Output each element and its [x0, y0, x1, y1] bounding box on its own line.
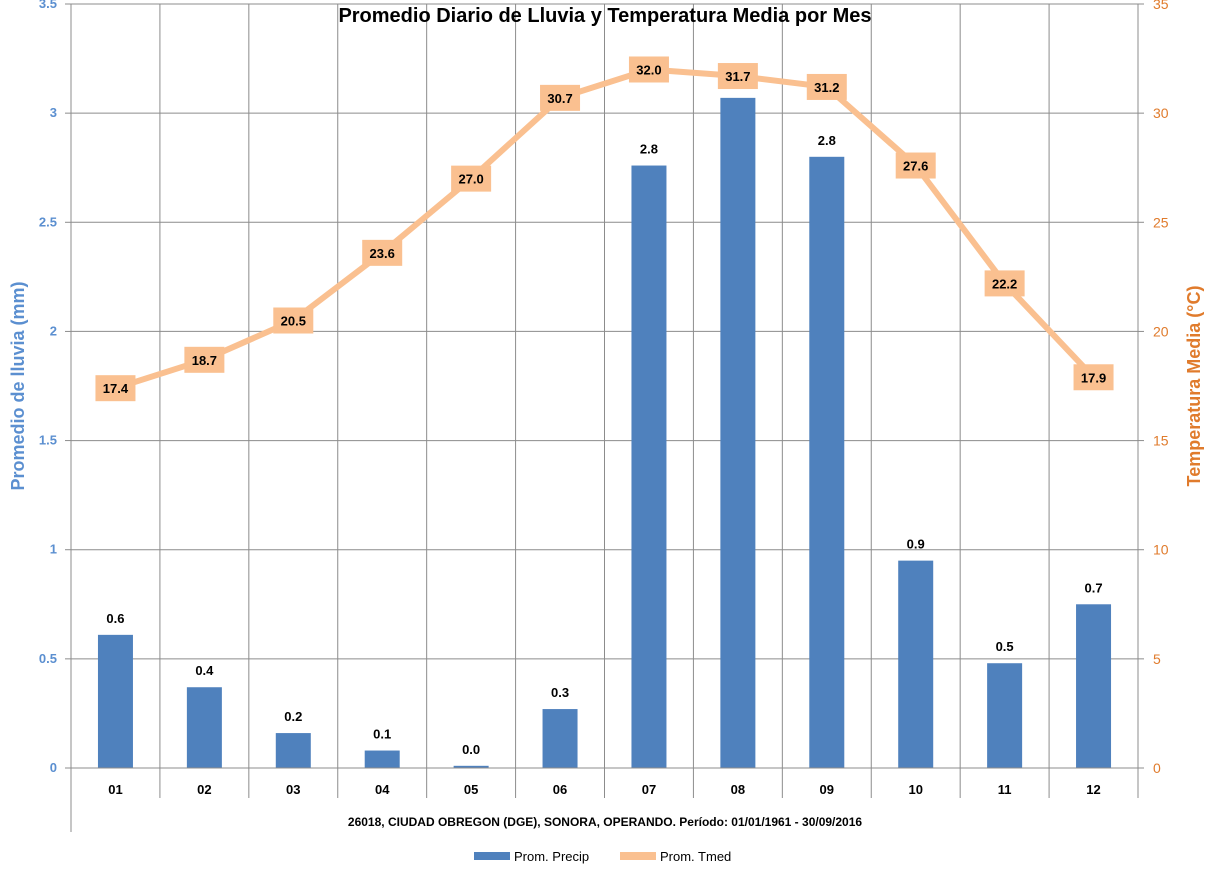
precip-value-label: 0.3 [551, 685, 569, 700]
right-tick-label: 15 [1153, 433, 1169, 449]
category-label: 01 [108, 782, 122, 797]
precip-bar [720, 97, 756, 768]
left-tick-label: 1 [50, 542, 57, 557]
precip-bar [186, 687, 222, 768]
precip-bar [453, 765, 489, 768]
category-label: 04 [375, 782, 390, 797]
temperature-point-marker [806, 73, 847, 100]
right-tick-label: 5 [1153, 651, 1161, 667]
grid-lines [70, 3, 1139, 768]
precip-bar [97, 634, 133, 768]
data-labels: 0.60.40.20.10.00.32.83.12.80.90.50.717.4… [95, 56, 1114, 757]
category-label: 12 [1086, 782, 1100, 797]
precip-value-label: 0.4 [195, 663, 214, 678]
right-tick-label: 30 [1153, 105, 1169, 121]
precip-value-label: 2.8 [640, 142, 658, 157]
station-caption: 26018, CIUDAD OBREGON (DGE), SONORA, OPE… [348, 815, 862, 829]
precip-value-label: 0.9 [907, 537, 925, 552]
precip-value-label: 2.8 [818, 133, 836, 148]
temperature-point-marker [184, 346, 225, 373]
temperature-value-label: 22.2 [992, 276, 1017, 291]
legend-tmed-swatch [620, 852, 656, 860]
precip-bar [987, 663, 1023, 768]
temperature-point-marker [628, 56, 669, 83]
legend-precip-label: Prom. Precip [514, 849, 589, 864]
category-label: 10 [908, 782, 922, 797]
temperature-point-marker [717, 63, 758, 90]
temperature-point-marker [362, 239, 403, 266]
precip-bar [275, 733, 311, 768]
precip-value-label: 0.7 [1085, 580, 1103, 595]
category-label: 03 [286, 782, 300, 797]
precip-bar [631, 165, 667, 768]
left-tick-label: 0 [50, 760, 57, 775]
precip-bar [809, 156, 845, 769]
temperature-value-label: 17.9 [1081, 370, 1106, 385]
temperature-value-label: 23.6 [370, 246, 395, 261]
temperature-value-label: 31.2 [814, 80, 839, 95]
right-tick-label: 25 [1153, 214, 1169, 230]
precip-bars [97, 97, 1112, 769]
precip-bar [364, 750, 400, 768]
legend-tmed-label: Prom. Tmed [660, 849, 731, 864]
temperature-value-label: 32.0 [636, 62, 661, 77]
temperature-point-marker [273, 307, 314, 334]
category-label: 07 [642, 782, 656, 797]
temperature-point-marker [895, 152, 936, 179]
precip-value-label: 0.0 [462, 742, 480, 757]
chart-title: Promedio Diario de Lluvia y Temperatura … [338, 5, 871, 27]
temperature-point-marker [1073, 364, 1114, 391]
temperature-point-marker [984, 270, 1025, 297]
temperature-point-marker [451, 165, 492, 192]
left-tick-label: 2 [50, 323, 57, 338]
left-axis-title: Promedio de lluvia (mm) [8, 281, 28, 490]
right-tick-label: 20 [1153, 323, 1169, 339]
temperature-point-marker [95, 375, 136, 402]
category-label: 05 [464, 782, 478, 797]
temperature-value-label: 31.7 [725, 69, 750, 84]
temperature-value-label: 18.7 [192, 353, 217, 368]
legend-precip-swatch [474, 852, 510, 860]
left-tick-label: 0.5 [39, 651, 57, 666]
left-tick-label: 3 [50, 105, 57, 120]
category-label: 02 [197, 782, 211, 797]
right-axis-title: Temperatura Media (°C) [1184, 286, 1204, 487]
right-tick-label: 10 [1153, 542, 1169, 558]
precip-bar [542, 709, 578, 768]
legend: Prom. Precip Prom. Tmed [474, 849, 731, 864]
right-tick-label: 35 [1153, 0, 1169, 12]
temperature-value-label: 30.7 [547, 91, 572, 106]
category-label: 08 [731, 782, 745, 797]
precip-value-label: 0.2 [284, 709, 302, 724]
temperature-point-marker [540, 84, 581, 111]
left-tick-label: 1.5 [39, 433, 57, 448]
category-label: 11 [998, 782, 1012, 797]
precip-bar [1076, 604, 1112, 768]
right-tick-label: 0 [1153, 760, 1161, 776]
temperature-value-label: 20.5 [281, 314, 306, 329]
precip-value-label: 0.5 [996, 639, 1014, 654]
temperature-value-label: 17.4 [103, 381, 129, 396]
left-tick-label: 3.5 [39, 0, 57, 11]
precip-bar [898, 560, 934, 768]
left-tick-label: 2.5 [39, 214, 57, 229]
precip-value-label: 0.6 [106, 611, 124, 626]
temperature-value-label: 27.6 [903, 159, 928, 174]
precip-value-label: 0.1 [373, 727, 391, 742]
category-label: 09 [820, 782, 834, 797]
category-label: 06 [553, 782, 567, 797]
temperature-value-label: 27.0 [458, 172, 483, 187]
